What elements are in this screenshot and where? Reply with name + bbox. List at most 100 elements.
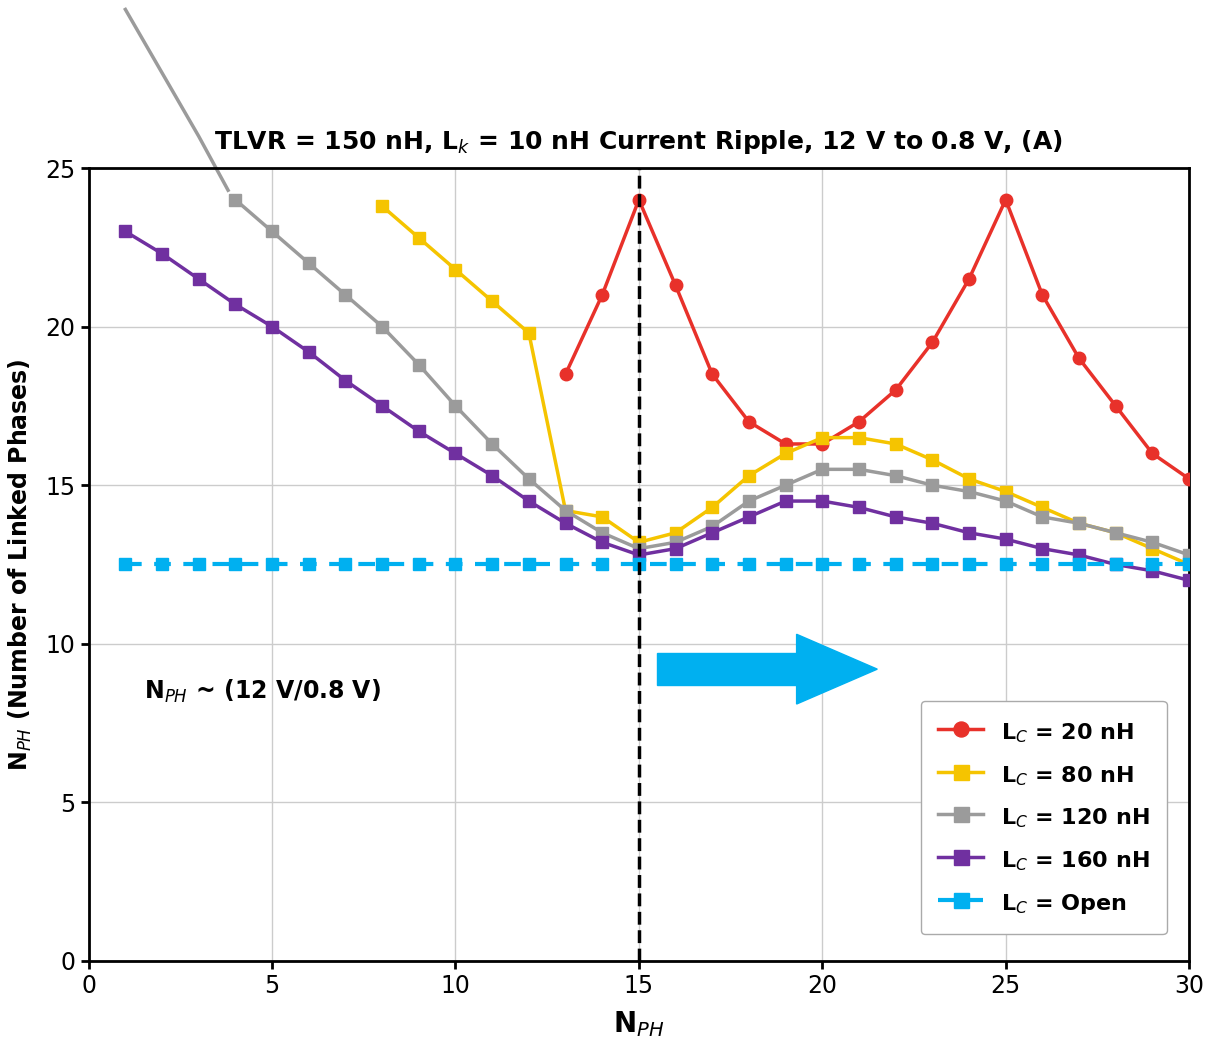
Line: L$_C$ = 160 nH: L$_C$ = 160 nH (119, 225, 1195, 587)
L$_C$ = 160 nH (741, 510, 756, 523)
L$_C$ = 120 nH (705, 520, 719, 532)
L$_C$ = 20 nH (889, 384, 903, 396)
L$_C$ = 160 nH (522, 495, 536, 507)
L$_C$ = Open (595, 559, 609, 571)
L$_C$ = 80 nH (484, 295, 499, 308)
L$_C$ = 160 nH (998, 532, 1012, 545)
L$_C$ = 120 nH (1182, 549, 1196, 562)
Line: L$_C$ = Open: L$_C$ = Open (119, 559, 1195, 571)
L$_C$ = 160 nH (1182, 574, 1196, 587)
L$_C$ = 160 nH (119, 225, 133, 237)
X-axis label: N$_{PH}$: N$_{PH}$ (613, 1009, 665, 1039)
L$_C$ = 120 nH (741, 495, 756, 507)
L$_C$ = 120 nH (668, 536, 683, 548)
L$_C$ = Open (668, 559, 683, 571)
L$_C$ = 160 nH (632, 549, 647, 562)
L$_C$ = 160 nH (779, 495, 793, 507)
L$_C$ = 120 nH (338, 289, 352, 301)
L$_C$ = Open (1108, 559, 1123, 571)
L$_C$ = 80 nH (779, 448, 793, 460)
L$_C$ = 80 nH (705, 501, 719, 514)
L$_C$ = 80 nH (851, 431, 866, 444)
L$_C$ = Open (705, 559, 719, 571)
L$_C$ = 80 nH (375, 200, 390, 212)
L$_C$ = 20 nH (998, 194, 1012, 206)
L$_C$ = 120 nH (412, 359, 426, 371)
L$_C$ = 160 nH (191, 273, 206, 286)
L$_C$ = 80 nH (815, 431, 830, 444)
L$_C$ = 160 nH (448, 448, 463, 460)
L$_C$ = 80 nH (558, 504, 573, 517)
L$_C$ = Open (302, 559, 316, 571)
L$_C$ = Open (1035, 559, 1050, 571)
L$_C$ = Open (851, 559, 866, 571)
L$_C$ = 20 nH (1072, 353, 1086, 365)
L$_C$ = 160 nH (851, 501, 866, 514)
L$_C$ = 20 nH (1182, 473, 1196, 485)
L$_C$ = 160 nH (595, 536, 609, 548)
L$_C$ = 80 nH (522, 326, 536, 339)
Line: L$_C$ = 20 nH: L$_C$ = 20 nH (559, 194, 1195, 485)
L$_C$ = 80 nH (741, 470, 756, 482)
L$_C$ = 160 nH (1035, 543, 1050, 555)
L$_C$ = 160 nH (668, 543, 683, 555)
L$_C$ = 20 nH (851, 415, 866, 428)
L$_C$ = 120 nH (779, 479, 793, 492)
L$_C$ = Open (815, 559, 830, 571)
L$_C$ = 20 nH (558, 368, 573, 381)
L$_C$ = 120 nH (962, 485, 976, 498)
L$_C$ = 160 nH (302, 346, 316, 359)
L$_C$ = 20 nH (779, 437, 793, 450)
L$_C$ = 80 nH (412, 231, 426, 244)
L$_C$ = 160 nH (962, 526, 976, 539)
L$_C$ = 20 nH (815, 437, 830, 450)
L$_C$ = 160 nH (889, 510, 903, 523)
L$_C$ = 20 nH (1146, 448, 1160, 460)
L$_C$ = Open (925, 559, 940, 571)
L$_C$ = 120 nH (522, 473, 536, 485)
L$_C$ = 120 nH (632, 543, 647, 555)
L$_C$ = 120 nH (815, 463, 830, 476)
L$_C$ = 20 nH (741, 415, 756, 428)
L$_C$ = 80 nH (1035, 501, 1050, 514)
L$_C$ = Open (962, 559, 976, 571)
L$_C$ = Open (448, 559, 463, 571)
Polygon shape (658, 654, 797, 685)
L$_C$ = Open (998, 559, 1012, 571)
L$_C$ = Open (155, 559, 170, 571)
L$_C$ = 120 nH (375, 320, 390, 333)
L$_C$ = Open (632, 559, 647, 571)
L$_C$ = Open (1182, 559, 1196, 571)
L$_C$ = Open (558, 559, 573, 571)
L$_C$ = Open (338, 559, 352, 571)
L$_C$ = 120 nH (1072, 517, 1086, 529)
L$_C$ = 160 nH (375, 400, 390, 412)
Line: L$_C$ = 120 nH: L$_C$ = 120 nH (229, 194, 1195, 562)
L$_C$ = Open (522, 559, 536, 571)
L$_C$ = 80 nH (1108, 526, 1123, 539)
L$_C$ = Open (779, 559, 793, 571)
L$_C$ = Open (889, 559, 903, 571)
L$_C$ = 160 nH (228, 298, 242, 311)
L$_C$ = 20 nH (1035, 289, 1050, 301)
L$_C$ = 120 nH (851, 463, 866, 476)
L$_C$ = 120 nH (889, 470, 903, 482)
L$_C$ = 120 nH (484, 437, 499, 450)
L$_C$ = 120 nH (302, 257, 316, 270)
L$_C$ = 80 nH (595, 510, 609, 523)
L$_C$ = 160 nH (1146, 565, 1160, 577)
L$_C$ = 120 nH (448, 400, 463, 412)
L$_C$ = 120 nH (228, 194, 242, 206)
L$_C$ = 160 nH (1108, 559, 1123, 571)
L$_C$ = Open (265, 559, 280, 571)
L$_C$ = 80 nH (925, 454, 940, 467)
L$_C$ = 80 nH (962, 473, 976, 485)
L$_C$ = 20 nH (1108, 400, 1123, 412)
L$_C$ = 80 nH (448, 264, 463, 276)
L$_C$ = Open (1072, 559, 1086, 571)
L$_C$ = 120 nH (1108, 526, 1123, 539)
L$_C$ = 20 nH (632, 194, 647, 206)
L$_C$ = 160 nH (338, 374, 352, 387)
L$_C$ = 80 nH (1072, 517, 1086, 529)
L$_C$ = 160 nH (815, 495, 830, 507)
